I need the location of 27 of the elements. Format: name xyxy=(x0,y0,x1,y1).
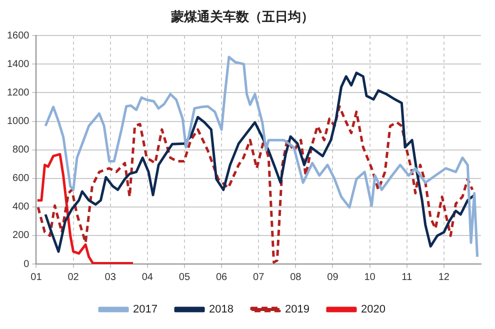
y-tick-label: 1200 xyxy=(6,87,30,98)
y-tick-label: 400 xyxy=(12,202,30,213)
line-series xyxy=(36,105,474,264)
legend-label: 2018 xyxy=(209,304,234,316)
y-tick-label: 1000 xyxy=(6,116,30,127)
x-tick-label: 01 xyxy=(30,272,42,283)
x-tick-label: 07 xyxy=(253,272,265,283)
y-tick-label: 800 xyxy=(12,144,30,156)
legend-label: 2017 xyxy=(133,304,158,316)
y-tick-label: 1400 xyxy=(6,58,30,70)
y-tick-label: 200 xyxy=(12,230,30,242)
x-tick-label: 02 xyxy=(68,272,80,283)
x-tick-label: 11 xyxy=(402,272,412,283)
x-tick-label: 09 xyxy=(327,272,339,283)
x-tick-label: 12 xyxy=(438,272,450,283)
y-tick-label: 600 xyxy=(12,173,30,184)
y-tick-label: 1600 xyxy=(6,30,30,42)
x-tick-label: 05 xyxy=(178,272,190,283)
x-tick-label: 08 xyxy=(290,272,302,283)
x-tick-label: 10 xyxy=(364,272,376,283)
legend-label: 2020 xyxy=(360,304,386,316)
x-tick-label: 04 xyxy=(142,272,154,283)
x-tick-label: 06 xyxy=(216,272,228,283)
x-tick-label: 03 xyxy=(104,272,116,283)
chart-title: 蒙煤通关车数（五日均） xyxy=(170,9,314,26)
y-tick-label: 0 xyxy=(24,258,30,270)
legend-label: 2019 xyxy=(285,304,310,316)
